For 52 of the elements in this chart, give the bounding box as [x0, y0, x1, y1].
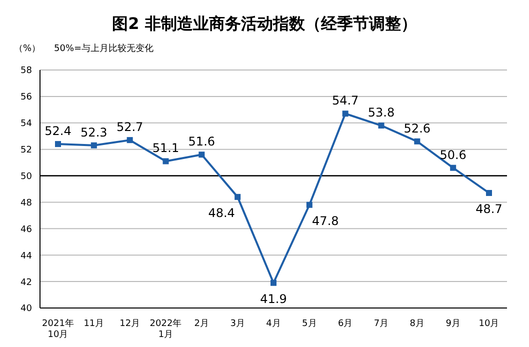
x-tick-label: 2月: [194, 319, 210, 329]
point: [414, 138, 420, 144]
x-tick-label: 9月: [446, 319, 460, 329]
point: [450, 164, 456, 171]
data-label: 52.7: [116, 120, 144, 134]
point: [234, 194, 241, 200]
y-tick-label: 58: [20, 66, 32, 76]
data-label: 52.6: [404, 121, 431, 136]
point: [126, 137, 133, 144]
y-tick-label: 46: [20, 224, 32, 235]
data-label: 48.7: [476, 202, 502, 216]
y-tick-label: 50: [20, 172, 32, 182]
point: [486, 190, 492, 196]
x-tick-label: 12月: [120, 319, 140, 329]
data-label: 41.9: [260, 292, 287, 306]
y-tick-label: 42: [20, 278, 32, 288]
point: [162, 158, 169, 164]
y-axis-title: （%）: [14, 43, 41, 55]
x-tick-label: 6月: [338, 319, 353, 329]
chart-title: 图2 非制造业商务活动指数（经季节调整）: [111, 13, 418, 35]
point: [378, 122, 384, 129]
point: [306, 202, 312, 208]
x-tick-label: 10月: [478, 319, 500, 329]
point: [90, 142, 97, 148]
data-label: 52.4: [44, 124, 72, 138]
point: [55, 141, 61, 148]
y-tick-label: 44: [20, 251, 32, 262]
x-tick-label: 5月: [302, 319, 317, 329]
y-tick-label: 56: [20, 92, 32, 103]
data-label: 52.3: [80, 125, 108, 140]
data-label: 47.8: [312, 214, 339, 228]
text: 50%=与上月比较无变化: [54, 42, 154, 55]
point: [270, 280, 276, 286]
data-label: 50.6: [440, 148, 466, 162]
y-tick-label: 52: [20, 146, 32, 156]
x-tick-label: 8月: [410, 319, 425, 329]
data-label: 51.6: [188, 134, 216, 149]
point: [198, 152, 205, 158]
x-tick-label: 7月: [374, 319, 389, 329]
data-label: 53.8: [368, 106, 395, 120]
point: [342, 110, 348, 117]
y-tick-label: 48: [20, 198, 32, 208]
data-label: 54.7: [332, 94, 359, 108]
x-tick-label: 11月: [84, 319, 104, 329]
x-tick-label: 2021年 10月: [42, 318, 74, 340]
x-tick-label: 2022年 1月: [150, 318, 182, 340]
y-tick-label: 54: [20, 119, 32, 130]
data-label: 48.4: [208, 206, 235, 220]
x-tick-label: 3月: [230, 319, 245, 329]
data-label: 51.1: [152, 141, 180, 156]
x-tick-label: 4月: [266, 319, 281, 329]
y-tick-label: 40: [20, 304, 32, 314]
